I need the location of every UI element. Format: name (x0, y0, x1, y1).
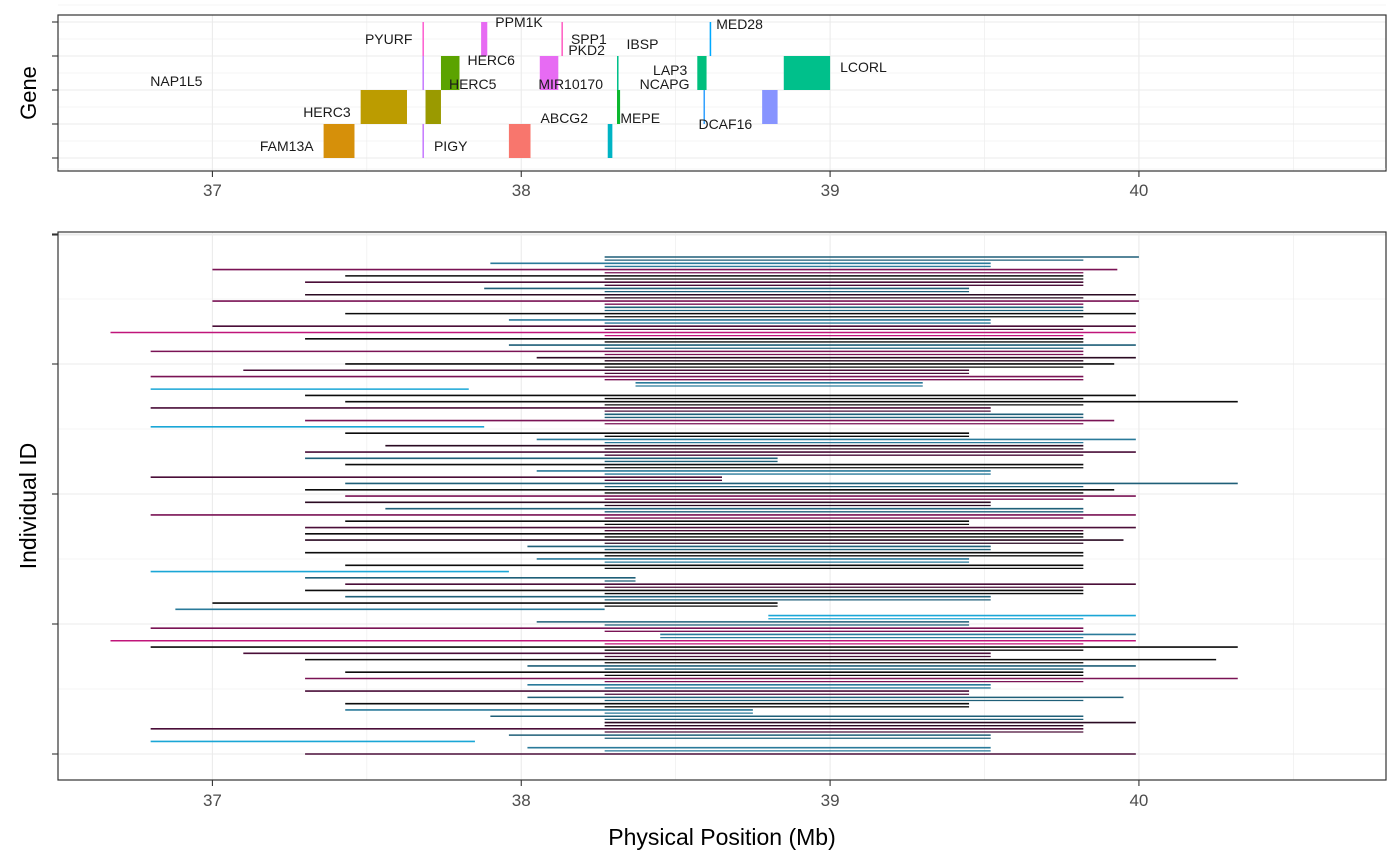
gene-label: NCAPG (640, 76, 690, 92)
gene-label: HERC3 (303, 104, 351, 120)
interval-panel-ylabel: Individual ID (15, 443, 41, 570)
gene-label: IBSP (627, 36, 659, 52)
gene-label: DCAF16 (698, 116, 752, 132)
gene-labels: FAM13A PIGY ABCG2 MEPE DCAF16 HERC3 HERC5 MIR10… (150, 14, 887, 154)
gene-label: MEPE (620, 110, 660, 126)
interval-x-tick-label: 37 (203, 791, 222, 810)
interval-x-tick-label: 39 (821, 791, 840, 810)
gene-label: PPM1K (495, 14, 543, 30)
gene-x-tick-label: 38 (512, 181, 531, 200)
interval-panel-x-axis: 37 38 39 40 (203, 780, 1148, 810)
gene-bar (425, 90, 441, 124)
gene-bar (703, 90, 706, 124)
gene-bar (561, 22, 563, 56)
gene-label: ABCG2 (541, 110, 589, 126)
gene-panel-x-axis: 37 38 39 40 (203, 171, 1148, 200)
gene-bar (607, 124, 613, 158)
interval-panel-border (57, 231, 1387, 781)
gene-bars (323, 22, 831, 158)
gene-label: NAP1L5 (150, 73, 202, 89)
interval-panel-xlabel: Physical Position (Mb) (608, 824, 836, 850)
gene-label: MED28 (716, 16, 763, 32)
gene-panel-grid (57, 4, 1386, 171)
gene-bar (783, 56, 831, 90)
interval-panel-grid (57, 168, 1386, 780)
gene-x-tick-label: 37 (203, 181, 222, 200)
gene-panel-y-axis (52, 21, 58, 159)
gene-bar (762, 90, 778, 124)
gene-label: FAM13A (260, 138, 314, 154)
gene-bar (508, 124, 531, 158)
interval-panel-y-axis (52, 233, 58, 755)
gene-label: LCORL (840, 59, 887, 75)
gene-panel-border (57, 14, 1387, 172)
gene-bar (422, 124, 424, 158)
gene-bar (422, 56, 424, 90)
gene-panel: FAM13A PIGY ABCG2 MEPE DCAF16 HERC3 HERC5 MIR10… (16, 4, 1387, 200)
gene-bar (616, 56, 619, 90)
gene-label: MIR10170 (538, 76, 603, 92)
gene-label: PKD2 (568, 42, 605, 58)
gene-panel-ylabel: Gene (16, 66, 41, 120)
gene-label: PIGY (434, 138, 468, 154)
gene-label: LAP3 (653, 62, 687, 78)
gene-bar (539, 56, 559, 90)
gene-bar (323, 124, 355, 158)
gene-bar (697, 56, 707, 90)
gene-x-tick-label: 40 (1129, 181, 1148, 200)
gene-bar (422, 22, 424, 56)
gene-bar (709, 22, 712, 56)
interval-panel: 37 38 39 40 Physical Position (Mb) Individu… (15, 168, 1387, 850)
gene-x-tick-label: 39 (821, 181, 840, 200)
gene-label: HERC6 (467, 52, 515, 68)
gene-bar (616, 90, 621, 124)
interval-x-tick-label: 38 (512, 791, 531, 810)
gene-bar (440, 56, 460, 90)
gene-bar (360, 90, 407, 124)
gene-bar (481, 22, 488, 56)
gene-label: HERC5 (449, 76, 497, 92)
interval-segments (110, 256, 1238, 755)
interval-x-tick-label: 40 (1129, 791, 1148, 810)
gene-label: SPP1 (571, 31, 607, 47)
gene-label: PYURF (365, 31, 412, 47)
gene-panel-background (58, 15, 1386, 171)
